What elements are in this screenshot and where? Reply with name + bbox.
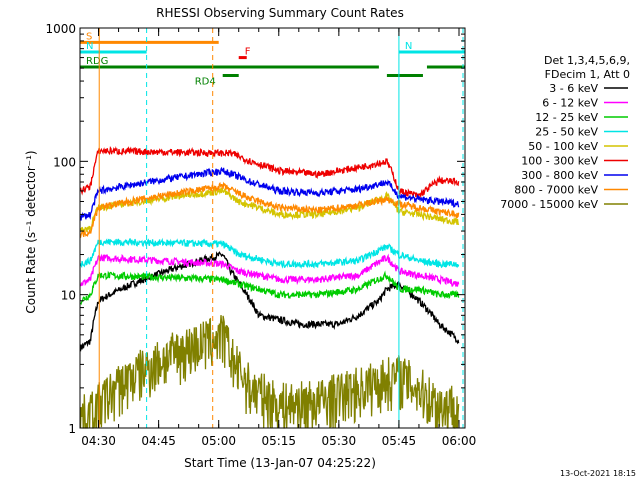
series-line-1 — [79, 253, 460, 287]
y-axis-label: Count Rate (s⁻¹ detector⁻¹) — [24, 150, 38, 313]
x-tick-label-3: 05:15 — [261, 434, 296, 448]
x-tick-label-1: 04:45 — [141, 434, 176, 448]
series-line-5 — [79, 145, 460, 199]
legend-header-line-1: Det 1,3,4,5,6,9, — [544, 54, 630, 67]
x-tick-label-5: 05:45 — [382, 434, 417, 448]
x-tick-label-4: 05:30 — [322, 434, 357, 448]
y-tick-label-3: 1000 — [45, 22, 76, 36]
y-tick-label-2: 100 — [53, 155, 76, 169]
series-line-7 — [79, 181, 460, 238]
footer-timestamp: 13-Oct-2021 18:15 — [560, 469, 636, 478]
x-tick-label-0: 04:30 — [81, 434, 116, 448]
legend-entry-label-3: 25 - 50 keV — [535, 126, 598, 139]
legend-entry-label-0: 3 - 6 keV — [549, 82, 598, 95]
legend-entry-label-2: 12 - 25 keV — [535, 111, 598, 124]
y-tick-label-1: 10 — [61, 289, 76, 303]
legend-entry-label-8: 7000 - 15000 keV — [500, 198, 598, 211]
legend: Det 1,3,4,5,6,9, FDecim 1, Att 0 3 - 6 k… — [500, 54, 630, 211]
legend-entry-label-6: 300 - 800 keV — [521, 169, 598, 182]
x-tick-label-2: 05:00 — [201, 434, 236, 448]
series-line-6 — [79, 166, 460, 221]
x-tick-label-6: 06:00 — [442, 434, 477, 448]
series-line-4 — [79, 186, 460, 234]
legend-entry-label-1: 6 - 12 keV — [542, 97, 598, 110]
flag-label-3: F — [245, 47, 251, 58]
flag-label-4: RDG — [86, 56, 108, 67]
legend-header-line-2: FDecim 1, Att 0 — [545, 68, 630, 81]
chart-title: RHESSI Observing Summary Count Rates — [156, 6, 404, 20]
series-line-2 — [80, 270, 460, 306]
series-line-0 — [79, 251, 460, 352]
legend-entry-label-5: 100 - 300 keV — [521, 155, 598, 168]
flag-label-0: S — [86, 31, 92, 42]
flag-label-1: N — [86, 41, 93, 52]
x-axis-label: Start Time (13-Jan-07 04:25:22) — [184, 456, 376, 470]
series-line-3 — [79, 237, 460, 270]
flag-label-5: RD4 — [195, 77, 216, 88]
flag-label-2: N — [405, 41, 412, 52]
legend-entry-label-7: 800 - 7000 keV — [514, 184, 598, 197]
series-line-8 — [79, 315, 460, 429]
plot-frame — [79, 27, 466, 429]
legend-entry-label-4: 50 - 100 keV — [528, 140, 598, 153]
y-tick-label-0: 1 — [68, 422, 76, 436]
